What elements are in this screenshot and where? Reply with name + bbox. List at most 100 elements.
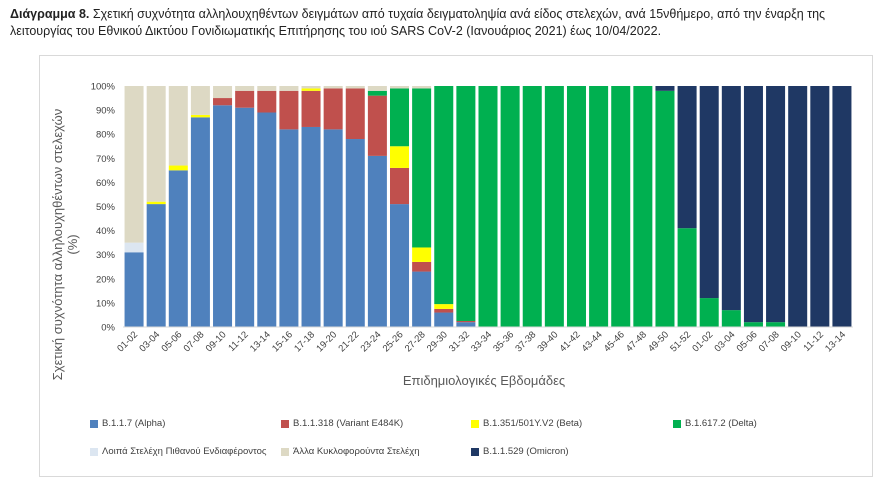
bar-segment: [301, 88, 321, 91]
legend-swatch: [90, 419, 98, 428]
x-tick-label: 19-20: [314, 329, 339, 354]
bar-segment: [390, 204, 410, 327]
bar-segment: [124, 252, 144, 327]
bar-segment: [677, 228, 697, 327]
x-tick-label: 21-22: [336, 329, 361, 354]
legend-label: B.1.1.529 (Omicron): [483, 446, 569, 457]
x-tick-label: 29-30: [425, 329, 450, 354]
bar-segment: [412, 86, 432, 89]
bar-segment: [345, 139, 365, 327]
chart-caption: Διάγραμμα 8. Σχετική συχνότητα αλληλουχη…: [10, 6, 870, 40]
y-tick-label: 90%: [96, 106, 116, 117]
legend-label: B.1.617.2 (Delta): [685, 418, 757, 429]
bar-segment: [456, 320, 476, 323]
bar-segment: [743, 322, 763, 327]
bar-segment: [743, 86, 763, 323]
bar-segment: [345, 86, 365, 89]
bar-segment: [168, 165, 188, 171]
bar-segment: [235, 86, 255, 91]
bar-segment: [412, 261, 432, 272]
bar-segment: [832, 86, 852, 327]
caption-text: Σχετική συχνότητα αλληλουχηθέντων δειγμά…: [10, 7, 826, 38]
legend-label: B.1.1.7 (Alpha): [102, 418, 166, 429]
bar-segment: [810, 86, 830, 327]
bar-segment: [633, 86, 653, 327]
legend-label: B.1.351/501Y.V2 (Beta): [483, 418, 583, 429]
legend-swatch: [281, 419, 289, 428]
bar-segment: [611, 86, 631, 327]
legend-item: B.1.1.7 (Alpha): [90, 418, 165, 429]
bar-segment: [412, 247, 432, 262]
bar-segment: [213, 105, 233, 327]
bar-segment: [301, 90, 321, 127]
bar-segment: [390, 88, 410, 147]
bar-segment: [168, 86, 188, 166]
legend-item: B.1.1.318 (Variant E484K): [281, 418, 403, 429]
x-tick-label: 17-18: [292, 329, 317, 354]
x-tick-label: 03-04: [712, 329, 737, 354]
bar-segment: [301, 86, 321, 89]
y-tick-label: 20%: [96, 274, 116, 285]
x-tick-label: 45-46: [602, 329, 627, 354]
y-tick-label: 60%: [96, 178, 116, 189]
bar-segment: [279, 90, 299, 130]
y-tick-label: 10%: [96, 298, 116, 309]
legend-item: B.1.351/501Y.V2 (Beta): [471, 418, 582, 429]
bar-segment: [213, 86, 233, 99]
bar-segment: [323, 86, 343, 89]
x-tick-label: 13-14: [248, 329, 273, 354]
legend-swatch: [90, 447, 98, 456]
x-tick-label: 27-28: [403, 329, 428, 354]
x-tick-label: 11-12: [801, 329, 825, 353]
x-tick-label: 43-44: [580, 329, 605, 354]
bar-segment: [367, 155, 387, 327]
x-tick-label: 25-26: [381, 329, 406, 354]
bar-segment: [721, 310, 741, 327]
legend-swatch: [471, 447, 479, 456]
bar-segment: [213, 98, 233, 106]
y-tick-label: 100%: [91, 82, 116, 93]
legend-swatch: [471, 419, 479, 428]
bar-segment: [434, 86, 454, 305]
x-tick-label: 35-36: [491, 329, 516, 354]
legend-item: B.1.1.529 (Omicron): [471, 446, 569, 457]
chart-frame: 0% 10% 20% 30% 40% 50% 60% 70% 80% 90% 100% 01-02 03…: [39, 55, 873, 477]
x-tick-label: 39-40: [536, 329, 561, 354]
bar-segment: [655, 86, 675, 91]
bar-segment: [124, 86, 144, 243]
bar-segment: [412, 88, 432, 248]
bar-segment: [434, 304, 454, 309]
x-tick-label: 15-16: [270, 329, 295, 354]
y-tick-label: 80%: [96, 130, 116, 141]
bar-segment: [655, 90, 675, 327]
bar-segment: [235, 90, 255, 108]
bar-segment: [146, 86, 166, 202]
bar-segment: [766, 86, 786, 323]
bar-segment: [279, 86, 299, 91]
stacked-bar-chart: 0%10%20%30%40%50%60%70%80%90%100%01-0203…: [50, 82, 853, 388]
x-tick-label: 05-06: [159, 329, 184, 354]
bar-segment: [677, 86, 697, 229]
x-tick-label: 09-10: [779, 329, 804, 354]
legend-item: B.1.617.2 (Delta): [673, 418, 757, 429]
x-tick-label: 09-10: [204, 329, 229, 354]
bar-segment: [788, 86, 808, 327]
bar-segment: [301, 126, 321, 327]
bar-segment: [589, 86, 609, 327]
legend-item: Άλλα Κυκλοφορούντα Στελέχη: [281, 446, 420, 457]
bar-segment: [390, 86, 410, 89]
x-tick-label: 51-52: [668, 329, 693, 354]
y-tick-label: 0%: [101, 323, 115, 334]
x-tick-label: 31-32: [447, 329, 472, 354]
bar-segment: [766, 322, 786, 327]
y-tick-label: 30%: [96, 250, 116, 261]
legend-label: B.1.1.318 (Variant E484K): [293, 418, 404, 429]
bar-segment: [544, 86, 564, 327]
bar-segment: [124, 242, 144, 253]
bar-segment: [390, 146, 410, 168]
bar-segment: [367, 90, 387, 96]
bar-segment: [522, 86, 542, 327]
legend-label: Άλλα Κυκλοφορούντα Στελέχη: [293, 446, 420, 457]
legend-label: Λοιπά Στελέχη Πιθανού Ενδιαφέροντος: [102, 446, 267, 457]
bar-segment: [323, 129, 343, 327]
